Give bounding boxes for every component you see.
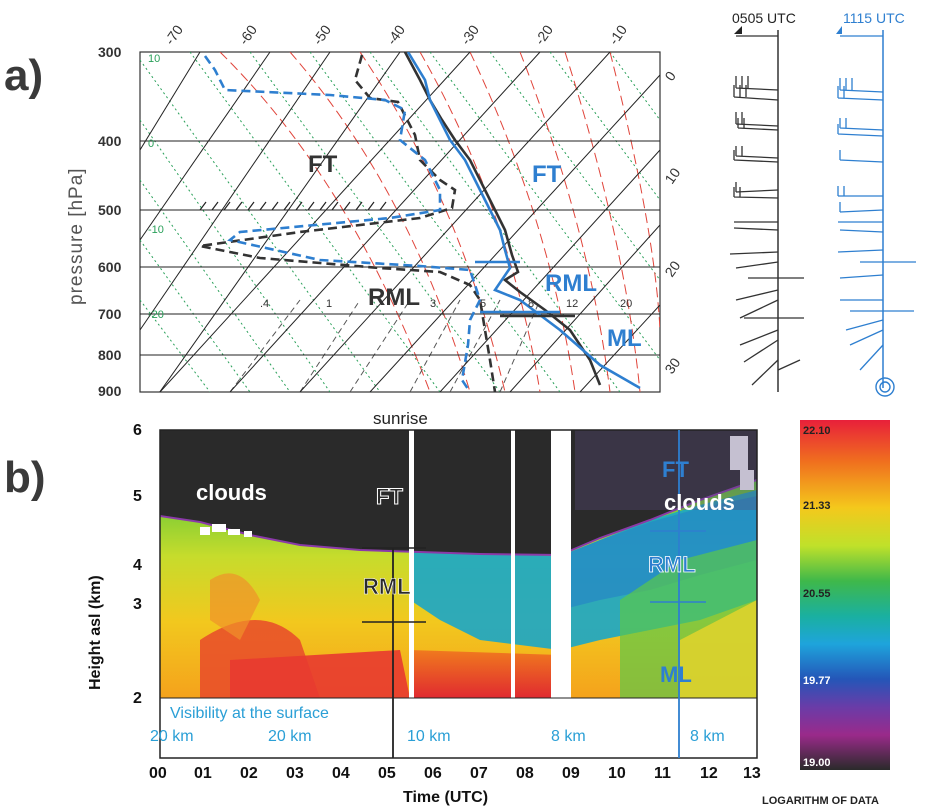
temp-label: -10	[605, 22, 630, 48]
visibility-value: 8 km	[551, 728, 586, 745]
mixing-label: .4	[260, 298, 269, 310]
layer-bars	[475, 260, 575, 318]
ft-label-right: FT	[662, 457, 689, 482]
height-tick: 2	[133, 690, 142, 707]
time-tick: 12	[700, 765, 718, 782]
rml-label-right: RML	[648, 552, 696, 577]
time-tick: 07	[470, 765, 488, 782]
temperature-right-labels: 0 10 20 30	[661, 68, 683, 377]
colorbar: 22.10 21.33 20.55 19.77 19.00 LOGARITHM …	[762, 420, 890, 807]
clouds-label-left: clouds	[196, 480, 267, 505]
isobars	[140, 140, 660, 356]
colorbar-tick: 19.00	[803, 757, 831, 769]
time-tick: 05	[378, 765, 396, 782]
adiabat-label: 10	[148, 53, 160, 65]
temp-label: -30	[457, 22, 482, 48]
black-dewpoint-profile	[199, 54, 497, 392]
height-ticks: 2 3 4 5 6	[133, 422, 142, 707]
cloud-speckle	[200, 436, 754, 537]
visibility-value: 20 km	[150, 728, 194, 745]
temp-label: 20	[661, 258, 683, 280]
ft-label-black: FT	[308, 151, 338, 178]
visibility-value: 20 km	[268, 728, 312, 745]
clouds-label-right: clouds	[664, 490, 735, 515]
pressure-axis-title: pressure [hPa]	[66, 167, 87, 305]
ft-label-mid: FT	[376, 484, 403, 509]
pressure-tick: 400	[98, 133, 122, 149]
time-tick: 03	[286, 765, 304, 782]
height-tick: 4	[133, 557, 142, 574]
colorbar-tick: 19.77	[803, 675, 831, 687]
pressure-tick: 900	[98, 383, 122, 399]
mixing-label: 12	[566, 298, 578, 310]
time-tick: 04	[332, 765, 350, 782]
moist-adiabats	[219, 52, 660, 392]
rml-label-blue: RML	[545, 270, 597, 297]
inversion-hatch	[199, 201, 387, 211]
ft-label-blue: FT	[532, 161, 562, 188]
panel-b-label: b)	[4, 453, 46, 502]
pressure-tick: 800	[98, 347, 122, 363]
mixing-label: 1	[326, 298, 332, 310]
ml-label-right: ML	[660, 662, 692, 687]
time-label-0505: 0505 UTC	[732, 10, 796, 26]
lidar-plot: clouds FT RML FT clouds RML ML Visibilit…	[87, 422, 761, 806]
sunrise-label: sunrise	[373, 409, 428, 428]
time-tick: 06	[424, 765, 442, 782]
adiabat-label: 0	[148, 138, 154, 150]
visibility-value: 10 km	[407, 728, 451, 745]
height-tick: 3	[133, 596, 142, 613]
temp-label: -40	[383, 22, 408, 48]
visibility-title: Visibility at the surface	[170, 705, 329, 722]
adiabat-label: -20	[148, 309, 164, 321]
temperature-top-labels: -70 -60 -50 -40 -30 -20 -10	[161, 22, 630, 48]
pressure-tick: 500	[98, 202, 122, 218]
temp-label: 0	[661, 68, 679, 84]
temp-label: 30	[661, 355, 683, 377]
rml-label-mid: RML	[363, 574, 411, 599]
skewt-diagram: 300 400 500 600 700 800 900 pressure [hP…	[66, 22, 684, 399]
colorbar-tick: 22.10	[803, 425, 831, 437]
time-tick: 11	[654, 765, 671, 782]
time-tick: 01	[194, 765, 212, 782]
temp-label: -70	[161, 22, 186, 48]
temp-label: -60	[235, 22, 260, 48]
rml-label-black: RML	[368, 284, 420, 311]
time-axis-title: Time (UTC)	[403, 789, 488, 806]
mixing-label: 3	[430, 298, 436, 310]
colorbar-title: LOGARITHM OF DATA	[762, 795, 879, 807]
mixing-label: 5	[480, 298, 486, 310]
pressure-ticks: 300 400 500 600 700 800 900	[98, 44, 122, 399]
visibility-value: 8 km	[690, 728, 725, 745]
temp-label: 10	[661, 165, 683, 187]
height-tick: 5	[133, 488, 142, 505]
mixing-label: 20	[620, 298, 632, 310]
pressure-tick: 600	[98, 259, 122, 275]
mixing-label: 8	[528, 298, 534, 310]
wind-profile-0505: 0505 UTC	[729, 10, 804, 392]
time-tick: 08	[516, 765, 534, 782]
ml-label-blue: ML	[607, 325, 642, 352]
time-tick: 10	[608, 765, 626, 782]
colorbar-tick: 21.33	[803, 500, 831, 512]
panel-a-label: a)	[4, 51, 43, 100]
adiabat-label: -10	[148, 224, 164, 236]
height-tick: 6	[133, 422, 142, 439]
time-ticks: 00 01 02 03 04 05 06 07 08 09 10 11 12 1…	[149, 765, 761, 782]
time-tick: 13	[743, 765, 761, 782]
pressure-tick: 700	[98, 306, 122, 322]
temp-label: -20	[531, 22, 556, 48]
colorbar-tick: 20.55	[803, 588, 831, 600]
time-tick: 00	[149, 765, 167, 782]
wind-profile-1115: 1115 UTC	[836, 10, 916, 397]
time-tick: 09	[562, 765, 580, 782]
temp-label: -50	[309, 22, 334, 48]
blue-dewpoint-profile	[203, 55, 482, 392]
time-tick: 02	[240, 765, 258, 782]
pressure-tick: 300	[98, 44, 122, 60]
time-label-1115: 1115 UTC	[843, 10, 905, 26]
height-axis-title: Height asl (km)	[87, 575, 104, 690]
